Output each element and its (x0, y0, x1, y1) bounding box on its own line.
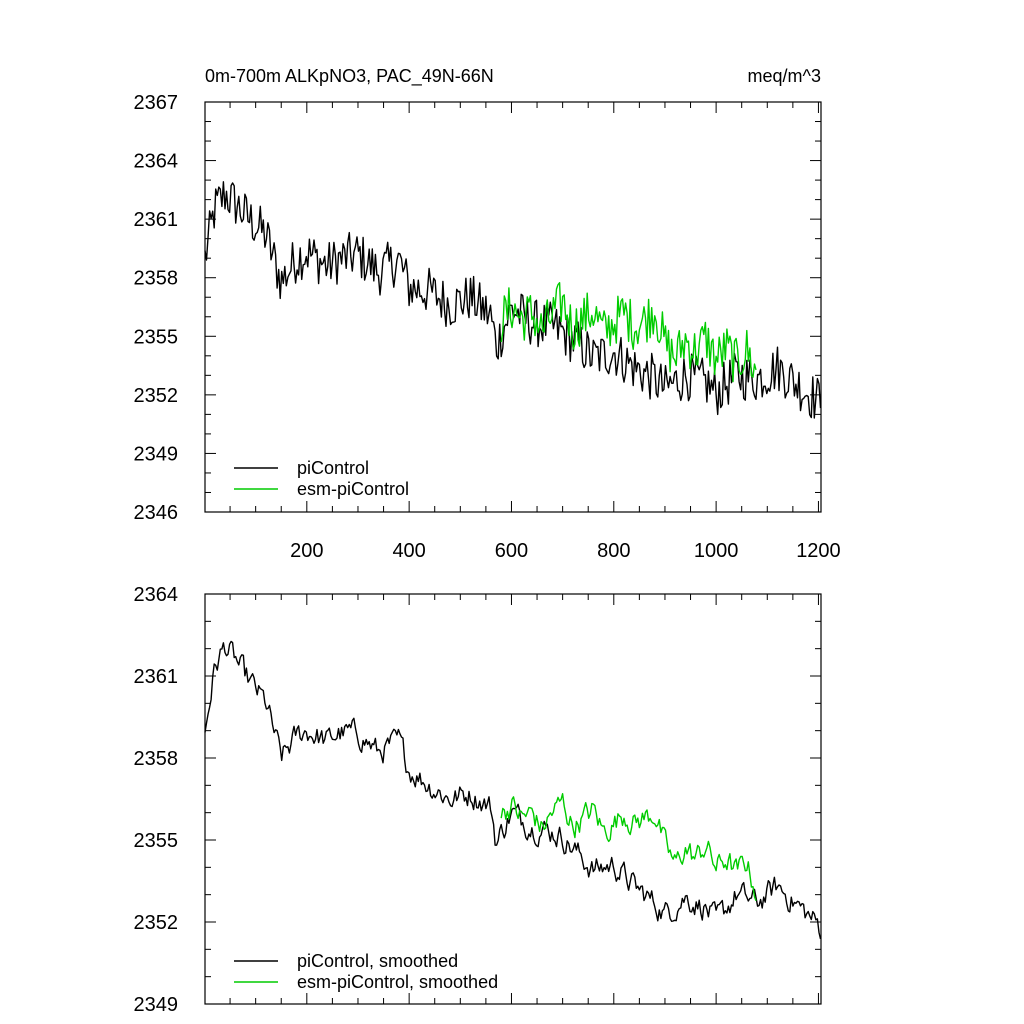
legend-label: piControl (297, 458, 369, 478)
legend-label: piControl, smoothed (297, 951, 458, 971)
y-tick-label: 2361 (134, 666, 179, 688)
y-tick-label: 2352 (134, 912, 179, 934)
series-line-picontrol (204, 181, 822, 419)
y-tick-label: 2355 (134, 830, 179, 852)
x-tick-label: 1200 (796, 540, 841, 562)
chart-title: 0m-700m ALKpNO3, PAC_49N-66N (205, 66, 494, 87)
y-tick-label: 2355 (134, 326, 179, 348)
top-panel: 0m-700m ALKpNO3, PAC_49N-66N meq/m^3 234… (134, 66, 841, 562)
y-tick-label: 2361 (134, 209, 179, 231)
y-tick-label: 2364 (134, 151, 179, 173)
y-tick-label: 2352 (134, 385, 179, 407)
plot-frame (204, 593, 822, 1005)
y-tick-label: 2367 (134, 92, 179, 114)
units-label: meq/m^3 (748, 66, 821, 86)
x-tick-label: 200 (290, 540, 323, 562)
bottom-panel: 2349 2352 2355 2358 2361 2364 piControl, smoot… (134, 584, 822, 1016)
y-tick-label: 2358 (134, 268, 179, 290)
y-tick-label: 2358 (134, 748, 179, 770)
x-tick-label: 400 (392, 540, 425, 562)
y-tick-label: 2349 (134, 443, 179, 465)
legend-label: esm-piControl (297, 479, 409, 499)
x-tick-label: 600 (495, 540, 528, 562)
x-tick-label: 1000 (694, 540, 739, 562)
plot-frame (204, 101, 822, 513)
y-tick-label: 2346 (134, 502, 179, 524)
series-line-esm-picontrol (500, 282, 757, 383)
y-tick-label: 2364 (134, 584, 179, 606)
series-line-picontrol (204, 640, 822, 940)
x-tick-label: 800 (597, 540, 630, 562)
series-line-esm-picontrol (500, 793, 757, 902)
y-tick-label: 2349 (134, 994, 179, 1016)
legend-label: esm-piControl, smoothed (297, 972, 498, 992)
